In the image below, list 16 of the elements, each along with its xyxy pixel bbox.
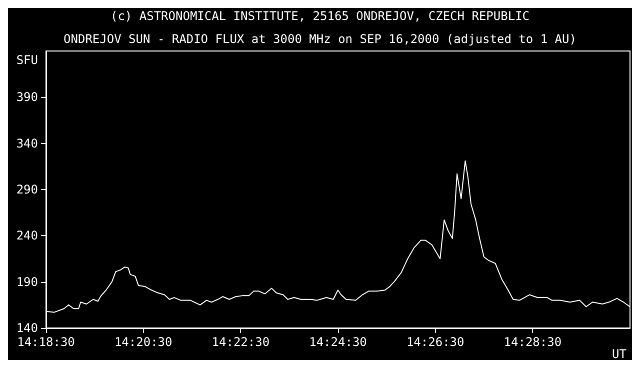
y-tick-label: 290 — [16, 182, 38, 196]
y-tick-label: 390 — [16, 90, 38, 104]
x-tick-label: 14:28:30 — [504, 335, 562, 349]
y-axis-title: SFU — [16, 53, 38, 67]
text: (c) ASTRONOMICAL INSTITUTE, 25165 ONDREJOV, CZECH REPUBLIC — [110, 9, 530, 23]
chart-title: ONDREJOV SUN - RADIO FLUX at 3000 MHz on SEP 16,2000 (adjusted to 1 AU) — [64, 32, 576, 46]
x-tick-label: 14:18:30 — [17, 335, 75, 349]
y-tick-label: 240 — [16, 228, 38, 243]
y-tick-label: 190 — [16, 274, 38, 289]
x-tick-label: 14:20:30 — [114, 335, 172, 349]
x-tick-label: 14:22:30 — [212, 335, 270, 349]
y-tick-label: 340 — [16, 136, 38, 150]
x-tick-label: 14:26:30 — [406, 335, 464, 349]
x-axis-title: UT — [612, 347, 626, 361]
x-tick-label: 14:24:30 — [309, 335, 367, 349]
y-tick-label: 140 — [16, 321, 38, 335]
